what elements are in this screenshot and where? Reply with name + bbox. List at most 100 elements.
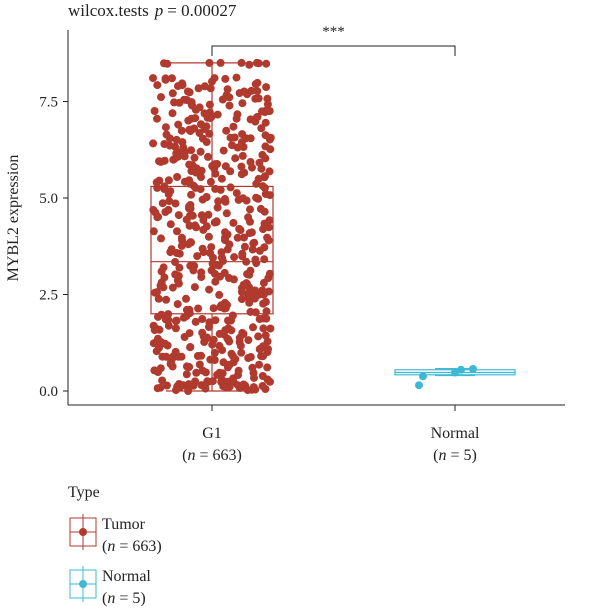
data-point — [197, 381, 206, 390]
data-point — [254, 59, 263, 68]
data-point — [237, 348, 246, 357]
data-point — [205, 100, 214, 109]
data-point — [213, 160, 222, 168]
data-point — [254, 174, 263, 183]
data-point — [259, 324, 268, 333]
data-point — [251, 255, 260, 264]
data-point — [243, 280, 251, 288]
data-point — [162, 381, 171, 390]
data-point — [202, 122, 211, 131]
data-point — [263, 94, 272, 103]
plot-area — [149, 58, 516, 395]
data-point — [237, 295, 246, 304]
data-point — [221, 197, 230, 206]
data-point — [254, 332, 263, 341]
data-point — [171, 324, 180, 333]
data-point — [206, 355, 215, 364]
data-point — [219, 146, 228, 155]
data-point — [221, 162, 230, 171]
data-point — [223, 334, 232, 343]
legend-item-label: Tumor — [102, 516, 146, 533]
legend-item-label: Normal — [102, 568, 151, 585]
data-point — [183, 87, 192, 96]
data-point — [192, 368, 201, 377]
data-point — [198, 328, 207, 337]
data-point — [197, 351, 206, 360]
data-point — [186, 343, 195, 352]
data-point — [266, 324, 275, 333]
data-point — [168, 74, 176, 83]
data-point — [233, 233, 242, 242]
data-point — [244, 336, 253, 345]
legend-key-point — [79, 528, 87, 536]
data-point — [190, 283, 199, 292]
data-point — [253, 78, 262, 87]
data-point — [260, 243, 269, 252]
data-point — [174, 120, 183, 129]
data-point — [190, 153, 199, 162]
data-point — [153, 334, 162, 343]
data-point — [249, 323, 257, 332]
data-point — [265, 269, 274, 278]
data-point — [174, 211, 183, 220]
data-point — [168, 109, 177, 118]
data-point — [252, 113, 261, 122]
data-point — [258, 286, 267, 295]
data-point — [213, 370, 222, 379]
y-tick-label: 2.5 — [39, 288, 58, 304]
data-point — [230, 133, 239, 142]
data-point — [215, 329, 224, 338]
data-point — [191, 317, 200, 326]
data-point — [245, 298, 254, 307]
data-point — [225, 240, 234, 249]
box-iqr — [150, 185, 274, 315]
data-point — [149, 139, 158, 148]
data-point — [246, 158, 255, 166]
data-point — [263, 106, 272, 115]
data-point — [221, 74, 230, 83]
data-point — [168, 89, 177, 98]
data-point — [202, 193, 211, 201]
data-point — [258, 382, 267, 390]
data-point — [223, 377, 232, 386]
data-point — [261, 331, 270, 340]
data-point — [185, 329, 194, 338]
data-point — [266, 377, 274, 386]
data-point — [163, 59, 172, 68]
y-ticks: 0.0 2.5 5.0 7.5 — [39, 95, 68, 400]
data-point — [162, 352, 171, 361]
data-point — [155, 176, 164, 185]
data-point — [238, 252, 247, 261]
data-point — [171, 142, 180, 151]
data-point — [161, 123, 170, 132]
data-point — [419, 372, 427, 381]
data-point — [187, 190, 196, 199]
data-point — [228, 141, 236, 150]
data-point — [238, 99, 247, 108]
data-point — [240, 242, 249, 251]
data-point — [243, 289, 252, 298]
data-point — [197, 211, 206, 220]
data-point — [246, 134, 255, 143]
data-point — [164, 176, 173, 185]
data-point — [227, 349, 236, 358]
data-point — [189, 381, 198, 390]
data-point — [457, 365, 465, 374]
data-point — [246, 217, 254, 226]
data-point — [184, 116, 193, 125]
data-point — [234, 366, 243, 375]
data-point — [246, 115, 255, 124]
x-tick-label: Normal — [431, 425, 480, 442]
data-point — [261, 118, 270, 127]
data-point — [262, 59, 271, 68]
data-point — [160, 156, 169, 165]
data-point — [153, 288, 161, 297]
data-point — [173, 227, 181, 236]
data-point — [204, 210, 213, 219]
data-point — [254, 194, 263, 203]
data-point — [194, 84, 203, 93]
data-point — [260, 255, 269, 264]
data-point — [229, 122, 238, 131]
data-point — [230, 253, 239, 262]
